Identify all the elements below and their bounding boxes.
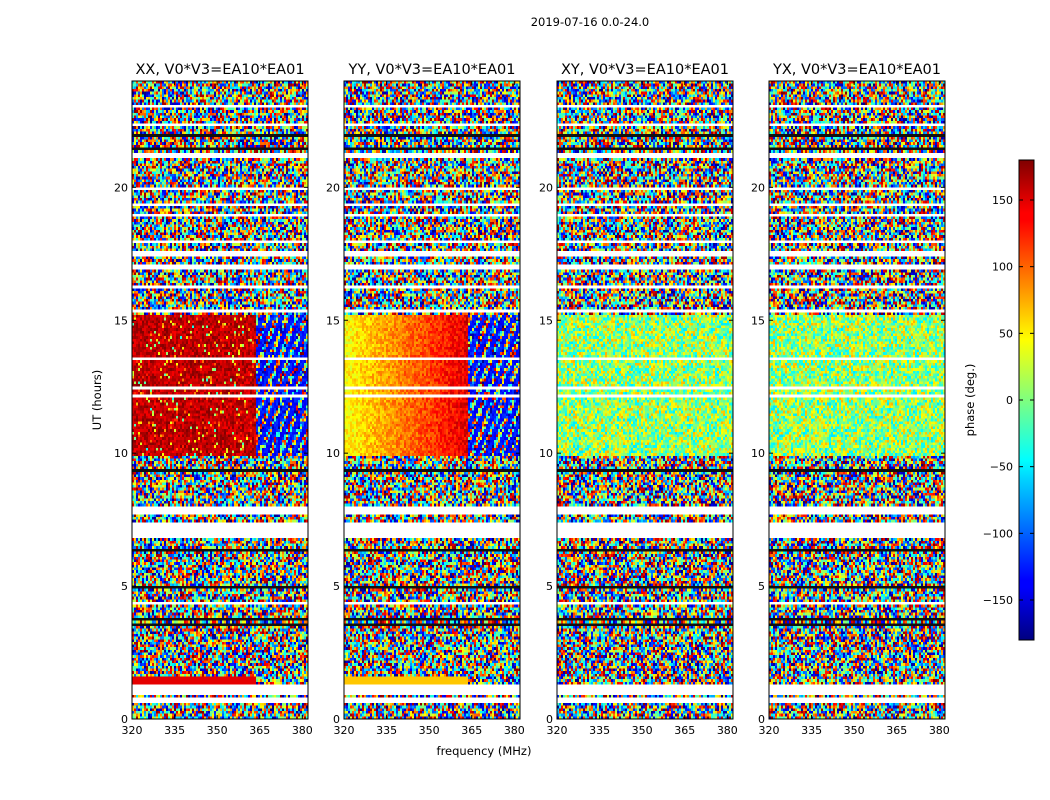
y-tick-label: 15 <box>326 314 340 327</box>
y-axis-label: UT (hours) <box>90 370 104 430</box>
x-tick-label: 320 <box>122 724 143 737</box>
heatmap-image-yx <box>769 81 945 719</box>
panel-xx: XX, V0*V3=EA10*EA01 320 335 350 365 380 0 5 10 15… <box>114 62 313 737</box>
heatmap-image-xx <box>132 81 308 719</box>
panel-title: YX, V0*V3=EA10*EA01 <box>772 62 941 78</box>
y-tick-label: 20 <box>751 181 765 194</box>
colorbar-tick-label: −50 <box>990 461 1013 474</box>
panel-title: XX, V0*V3=EA10*EA01 <box>135 62 304 78</box>
panel-xy: XY, V0*V3=EA10*EA01 320 335 350 365 380 0 5 10 15… <box>539 62 738 737</box>
y-tick-label: 0 <box>758 713 765 726</box>
y-tick-label: 5 <box>333 580 340 593</box>
x-tick-label: 320 <box>759 724 780 737</box>
x-tick-label: 335 <box>801 724 822 737</box>
axes-frame <box>556 80 734 720</box>
colorbar-tick-label: 100 <box>992 261 1013 274</box>
y-tick-label: 5 <box>121 580 128 593</box>
x-tick-label: 335 <box>164 724 185 737</box>
axes-frame <box>343 80 521 720</box>
y-tick-label: 5 <box>758 580 765 593</box>
y-tick-label: 20 <box>326 181 340 194</box>
axes-frame <box>131 80 309 720</box>
colorbar-tick-label: 0 <box>1006 394 1013 407</box>
x-tick-label: 350 <box>844 724 865 737</box>
y-tick-label: 0 <box>333 713 340 726</box>
colorbar-tick-label: 50 <box>999 327 1013 340</box>
x-tick-label: 350 <box>207 724 228 737</box>
x-tick-label: 380 <box>929 724 950 737</box>
x-tick-label: 320 <box>547 724 568 737</box>
y-tick-label: 5 <box>546 580 553 593</box>
x-tick-label: 335 <box>589 724 610 737</box>
x-tick-label: 380 <box>504 724 525 737</box>
colorbar-ticks: 150 100 50 0 −50 −100 −150 <box>983 194 1034 607</box>
x-tick-label: 335 <box>376 724 397 737</box>
heatmap-image-yy <box>344 81 520 719</box>
y-tick-label: 10 <box>751 447 765 460</box>
colorbar-tick-label: −150 <box>983 594 1013 607</box>
y-tick-label: 15 <box>114 314 128 327</box>
x-tick-label: 365 <box>674 724 695 737</box>
axes-frame <box>768 80 946 720</box>
y-tick-label: 20 <box>539 181 553 194</box>
x-tick-label: 365 <box>461 724 482 737</box>
y-tick-label: 10 <box>114 447 128 460</box>
y-tick-label: 20 <box>114 181 128 194</box>
colorbar-tick-label: −100 <box>983 527 1013 540</box>
colorbar: 150 100 50 0 −50 −100 −150 phase (deg.) <box>963 159 1035 641</box>
y-tick-label: 0 <box>546 713 553 726</box>
y-tick-label: 15 <box>539 314 553 327</box>
panel-title: XY, V0*V3=EA10*EA01 <box>561 62 729 78</box>
panels: XX, V0*V3=EA10*EA01 320 335 350 365 380 0 5 10 15… <box>114 62 950 737</box>
heatmap-image-xy <box>557 81 733 719</box>
panel-yx: YX, V0*V3=EA10*EA01 320 335 350 365 380 0 5 10 15… <box>751 62 950 737</box>
colorbar-label: phase (deg.) <box>963 364 977 437</box>
x-tick-label: 365 <box>249 724 270 737</box>
y-tick-label: 15 <box>751 314 765 327</box>
y-tick-label: 0 <box>121 713 128 726</box>
x-tick-label: 320 <box>334 724 355 737</box>
panel-title: YY, V0*V3=EA10*EA01 <box>348 62 516 78</box>
x-tick-label: 380 <box>717 724 738 737</box>
colorbar-tick-label: 150 <box>992 194 1013 207</box>
x-tick-label: 350 <box>419 724 440 737</box>
x-axis-label: frequency (MHz) <box>437 744 532 758</box>
figure-suptitle: 2019-07-16 0.0-24.0 <box>531 15 650 29</box>
y-tick-label: 10 <box>539 447 553 460</box>
x-tick-label: 365 <box>886 724 907 737</box>
panel-yy: YY, V0*V3=EA10*EA01 320 335 350 365 380 0 5 10 15… <box>326 62 525 737</box>
x-tick-label: 350 <box>632 724 653 737</box>
y-tick-label: 10 <box>326 447 340 460</box>
x-tick-label: 380 <box>292 724 313 737</box>
